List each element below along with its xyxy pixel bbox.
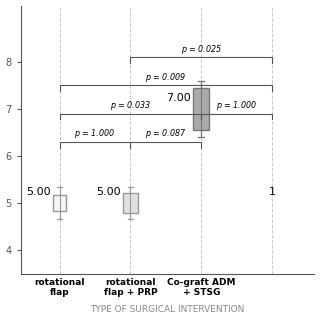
- Text: $p$ = 0.087: $p$ = 0.087: [145, 127, 187, 140]
- Text: $p$ = 0.025: $p$ = 0.025: [180, 43, 222, 56]
- Text: 7.00: 7.00: [166, 93, 191, 103]
- Bar: [53, 195, 66, 212]
- Text: 5.00: 5.00: [26, 188, 51, 197]
- Bar: [194, 88, 209, 130]
- Text: $p$ = 1.000: $p$ = 1.000: [216, 99, 257, 112]
- Text: $p$ = 0.009: $p$ = 0.009: [145, 71, 187, 84]
- Text: $p$ = 1.000: $p$ = 1.000: [75, 127, 116, 140]
- Text: $p$ = 0.033: $p$ = 0.033: [110, 99, 151, 112]
- Text: 1: 1: [268, 188, 276, 197]
- Text: 5.00: 5.00: [96, 188, 121, 197]
- X-axis label: TYPE OF SURGICAL INTERVENTION: TYPE OF SURGICAL INTERVENTION: [91, 306, 245, 315]
- Bar: [124, 193, 138, 213]
